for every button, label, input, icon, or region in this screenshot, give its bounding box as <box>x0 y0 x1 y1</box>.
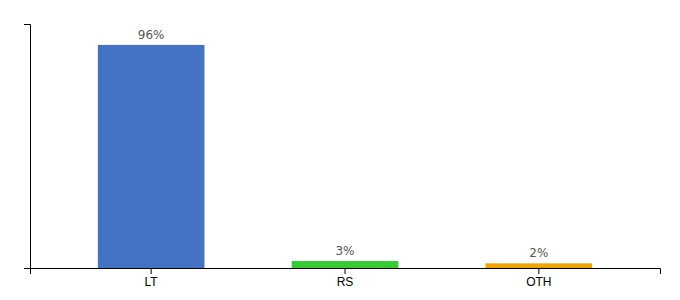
data-label: 3% <box>335 244 354 258</box>
data-labels: 96% 3% 2% <box>138 28 549 260</box>
bars <box>98 45 592 268</box>
x-axis: LT RS OTH <box>31 268 661 289</box>
bar <box>486 263 593 268</box>
data-label: 96% <box>138 28 165 42</box>
x-tick-label: RS <box>337 275 354 289</box>
bar <box>292 261 399 268</box>
x-tick-mark <box>151 268 152 274</box>
x-tick: RS <box>337 268 354 289</box>
plot-area: LT RS OTH 96% 3% 2% <box>24 25 661 289</box>
x-tick: LT <box>145 268 159 289</box>
chart-container: LT RS OTH 96% 3% 2% <box>0 0 680 300</box>
y-axis-line <box>24 25 31 269</box>
bar <box>98 45 205 268</box>
x-tick-label: LT <box>145 275 159 289</box>
x-axis-line <box>31 269 661 275</box>
x-tick-label: OTH <box>526 275 551 289</box>
chart-svg: LT RS OTH 96% 3% 2% <box>0 0 680 300</box>
x-tick-mark <box>345 268 346 274</box>
data-label: 2% <box>529 246 548 260</box>
x-tick: OTH <box>526 268 551 289</box>
x-tick-mark <box>538 268 539 274</box>
y-axis <box>24 25 31 269</box>
